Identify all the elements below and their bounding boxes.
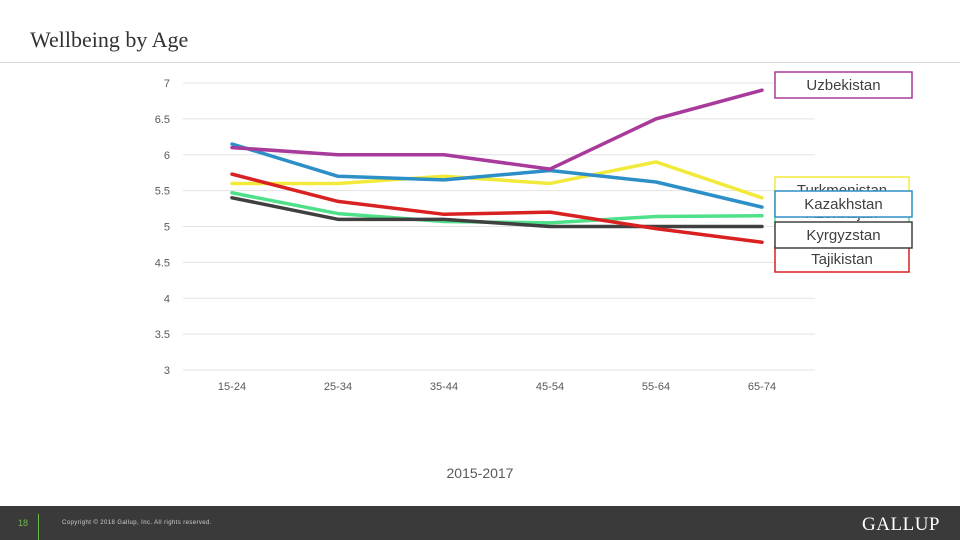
y-tick-label: 5 — [164, 222, 170, 234]
y-tick-label: 6.5 — [155, 114, 170, 126]
legend-box — [774, 221, 913, 249]
x-tick-label: 65-74 — [748, 381, 776, 393]
x-tick-label: 55-64 — [642, 381, 670, 393]
y-tick-label: 4 — [164, 293, 170, 305]
legend-item-tajikistan: Tajikistan — [774, 245, 910, 273]
gallup-logo: GALLUP — [862, 514, 940, 535]
footer-bar: 18 Copyright © 2018 Gallup, Inc. All rig… — [0, 506, 960, 540]
y-tick-label: 4.5 — [155, 257, 170, 269]
legend-item-uzbekistan: Uzbekistan — [774, 71, 913, 99]
x-axis-label: 2015-2017 — [447, 465, 514, 481]
series-line-turkmenistan — [230, 160, 764, 200]
series-line-azerbaijan — [230, 191, 764, 225]
chart-series — [230, 88, 764, 245]
y-tick-label: 5.5 — [155, 186, 170, 198]
y-axis-ticks: 3 3.5 4 4.5 5 5.5 6 6.5 7 — [155, 78, 170, 377]
series-line-kyrgyzstan — [230, 196, 764, 229]
series-line-tajikistan — [230, 172, 764, 245]
chart-legend: UzbekistanTurkmenistanAzerbaijanTajikist… — [774, 71, 913, 273]
x-tick-label: 35-44 — [430, 381, 458, 393]
x-axis-ticks: 15-24 25-34 35-44 45-54 55-64 65-74 — [218, 381, 776, 393]
slide-title: Wellbeing by Age — [30, 27, 189, 52]
y-tick-label: 3.5 — [155, 329, 170, 341]
legend-label: Uzbekistan — [806, 77, 880, 94]
title-divider — [0, 62, 960, 63]
chart-gridlines — [183, 82, 815, 371]
legend-box — [774, 71, 913, 99]
series-line-kazakhstan — [230, 142, 764, 209]
legend-label: Kazakhstan — [804, 196, 882, 213]
legend-label: Kyrgyzstan — [806, 227, 880, 244]
series-line-uzbekistan — [230, 88, 764, 171]
legend-box — [774, 190, 913, 218]
x-tick-label: 25-34 — [324, 381, 352, 393]
legend-label: Tajikistan — [811, 251, 873, 268]
footer-divider — [38, 514, 39, 540]
y-tick-label: 3 — [164, 365, 170, 377]
legend-item-kazakhstan: Kazakhstan — [774, 190, 913, 218]
slide-number: 18 — [18, 518, 29, 528]
x-tick-label: 45-54 — [536, 381, 564, 393]
y-tick-label: 6 — [164, 150, 170, 162]
x-tick-label: 15-24 — [218, 381, 246, 393]
y-tick-label: 7 — [164, 78, 170, 90]
legend-item-kyrgyzstan: Kyrgyzstan — [774, 221, 913, 249]
copyright-text: Copyright © 2018 Gallup, Inc. All rights… — [62, 520, 212, 526]
line-chart: 3 3.5 4 4.5 5 5.5 6 6.5 7 15-24 25-34 35-44 45-54 55… — [155, 71, 913, 481]
